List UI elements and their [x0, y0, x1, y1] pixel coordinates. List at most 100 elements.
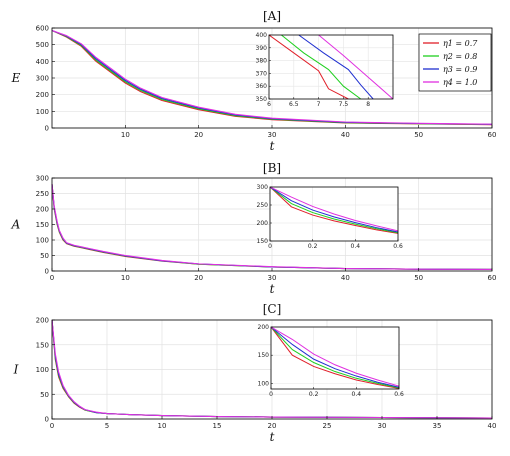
- x-tick-label: 0: [50, 422, 54, 430]
- y-tick-label: 100: [36, 237, 49, 245]
- inset-x-tick-label: 0.2: [309, 391, 319, 398]
- y-tick-label: 300: [36, 175, 49, 183]
- y-tick-label: 600: [36, 25, 49, 33]
- x-tick-label: 0: [50, 274, 54, 282]
- y-tick-label: 200: [36, 317, 49, 325]
- legend-entry-label: η4 = 1.0: [443, 78, 477, 87]
- inset-y-tick-label: 390: [256, 45, 268, 52]
- inset-y-tick-label: 150: [258, 352, 270, 359]
- x-tick-label: 20: [194, 274, 203, 282]
- y-axis-label: I: [13, 363, 19, 377]
- inset-y-tick-label: 380: [256, 58, 268, 65]
- inset-y-tick-label: 370: [256, 70, 268, 77]
- inset-series-line-1: [270, 187, 398, 234]
- y-tick-label: 0: [45, 268, 49, 276]
- inset-x-tick-label: 0.4: [352, 391, 362, 398]
- chart-title: [A]: [263, 9, 281, 23]
- y-tick-label: 250: [36, 190, 49, 198]
- inset-x-tick-label: 0.6: [393, 243, 403, 250]
- x-axis-label: t: [270, 282, 275, 296]
- legend-entry-label: η1 = 0.7: [443, 39, 478, 48]
- inset-series-line-3: [318, 35, 393, 99]
- inset-x-tick-label: 0.6: [394, 391, 404, 398]
- inset-plot: 0 0.2 0.4 0.6 100 150 200: [258, 324, 404, 398]
- y-tick-label: 200: [36, 206, 49, 214]
- inset-series-line-1: [271, 327, 399, 389]
- x-tick-label: 50: [414, 274, 423, 282]
- y-axis-label: E: [11, 71, 21, 85]
- x-tick-label: 10: [121, 131, 130, 139]
- inset-x-tick-label: 0.2: [308, 243, 318, 250]
- x-tick-label: 40: [341, 131, 350, 139]
- legend-entry-label: η2 = 0.8: [443, 52, 477, 61]
- y-tick-label: 500: [36, 41, 49, 49]
- legend-entry-label: η3 = 0.9: [443, 65, 477, 74]
- inset-frame: [269, 186, 399, 242]
- inset-x-tick-label: 8: [366, 101, 370, 108]
- series-line-3: [51, 319, 493, 419]
- inset-frame: [268, 34, 394, 100]
- series-line-3: [51, 184, 493, 270]
- y-tick-label: 200: [36, 91, 49, 99]
- x-tick-label: 20: [268, 422, 277, 430]
- y-tick-label: 150: [36, 221, 49, 229]
- x-tick-label: 30: [378, 422, 387, 430]
- inset-x-tick-label: 0.4: [351, 243, 361, 250]
- inset-plot: 0 0.2 0.4 0.6 150 200 250 300: [257, 184, 403, 250]
- inset-x-tick-label: 6: [267, 101, 271, 108]
- x-tick-label: 50: [414, 131, 423, 139]
- inset-y-tick-label: 200: [258, 324, 270, 331]
- series-line-3: [51, 29, 493, 125]
- inset-y-tick-label: 150: [257, 238, 269, 245]
- y-axis-label: A: [11, 218, 21, 232]
- inset-plot: 6 6.5 7 7.5 8 350 360 370 380 390 400: [256, 32, 394, 108]
- x-tick-label: 15: [213, 422, 222, 430]
- x-tick-label: 5: [105, 422, 109, 430]
- inset-x-tick-label: 7: [317, 101, 321, 108]
- inset-series-line-0: [270, 187, 398, 234]
- inset-series-line-1: [281, 35, 362, 99]
- inset-background: [271, 327, 399, 389]
- x-tick-label: 10: [158, 422, 167, 430]
- inset-y-tick-label: 200: [257, 220, 269, 227]
- inset-series-line-2: [270, 187, 398, 233]
- inset-series-line-3: [271, 327, 399, 387]
- inset-y-tick-label: 360: [256, 83, 268, 90]
- x-axis-label: t: [270, 430, 275, 444]
- inset-series-line-2: [298, 35, 374, 99]
- inset-y-tick-label: 350: [256, 96, 268, 103]
- x-tick-label: 60: [488, 274, 497, 282]
- y-tick-label: 100: [36, 366, 49, 374]
- y-tick-label: 100: [36, 108, 49, 116]
- inset-y-tick-label: 100: [258, 380, 270, 387]
- inset-series-line-3: [270, 187, 398, 232]
- inset-series-line-2: [271, 327, 399, 388]
- x-tick-label: 35: [433, 422, 442, 430]
- inset-x-tick-label: 7.5: [339, 101, 349, 108]
- inset-y-tick-label: 250: [257, 202, 269, 209]
- inset-frame: [270, 326, 400, 390]
- inset-series-line-0: [271, 327, 399, 389]
- x-tick-label: 40: [341, 274, 350, 282]
- x-tick-label: 10: [121, 274, 130, 282]
- inset-series-line-0: [269, 35, 349, 99]
- y-tick-label: 400: [36, 58, 49, 66]
- inset-x-tick-label: 6.5: [289, 101, 299, 108]
- inset-x-tick-label: 0: [269, 391, 273, 398]
- x-tick-label: 60: [488, 131, 497, 139]
- chart-panel-2: 0 5 10 15 20 25 30 35 40 0 50 100 150 200 [C] t I 0 0.2 0.4…: [13, 302, 497, 444]
- chart-panel-1: 0 10 20 30 40 50 60 0 50 100 150 200 250 300 [B] t A 0 0.2…: [11, 161, 497, 296]
- y-tick-label: 0: [45, 416, 49, 424]
- chart-title: [C]: [263, 302, 282, 316]
- inset-x-tick-label: 0: [268, 243, 272, 250]
- x-tick-label: 25: [323, 422, 332, 430]
- y-tick-label: 300: [36, 75, 49, 83]
- y-tick-label: 50: [40, 391, 49, 399]
- y-tick-label: 150: [36, 341, 49, 349]
- y-tick-label: 50: [40, 252, 49, 260]
- inset-y-tick-label: 300: [257, 184, 269, 191]
- x-tick-label: 30: [268, 274, 277, 282]
- legend: η1 = 0.7 η2 = 0.8 η3 = 0.9 η4 = 1.0: [418, 33, 492, 92]
- x-tick-label: 20: [194, 131, 203, 139]
